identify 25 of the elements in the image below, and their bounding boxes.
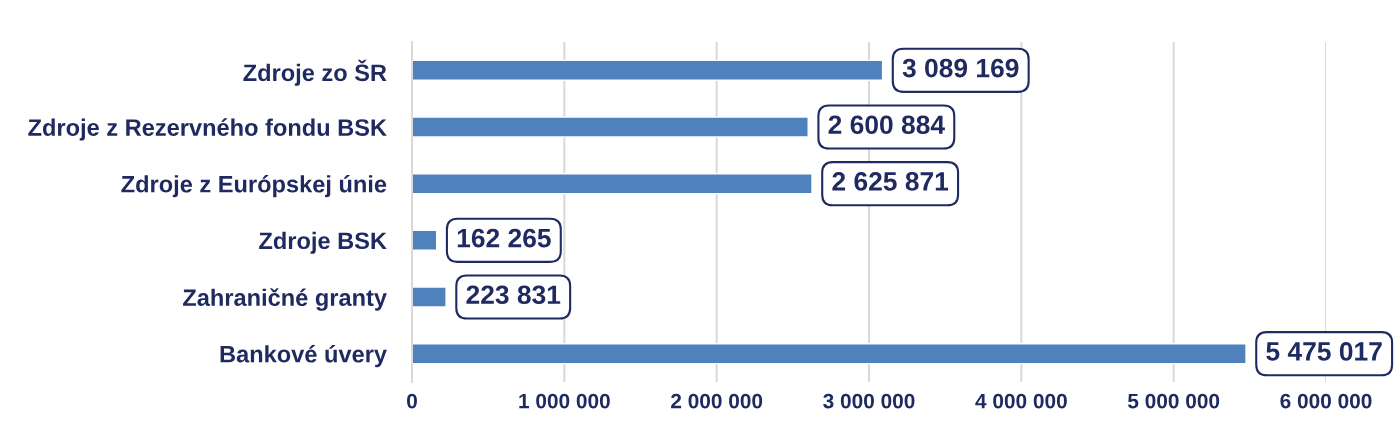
x-tick-label: 0	[407, 393, 417, 409]
bar	[412, 116, 809, 138]
bar	[412, 286, 447, 308]
data-label: 223 831	[466, 285, 561, 305]
data-label: 3 089 169	[902, 58, 1019, 78]
data-label: 162 265	[457, 228, 551, 248]
y-tick-label: Zdroje z Európskej únie	[121, 175, 387, 198]
bar	[412, 173, 813, 195]
data-label: 5 475 017	[1266, 342, 1382, 361]
y-tick-label: Zdroje zo ŠR	[243, 59, 387, 86]
x-tick-label: 2 000 000	[671, 393, 763, 409]
x-tick-label: 1 000 000	[519, 393, 610, 409]
data-label: 2 600 884	[828, 115, 945, 135]
y-tick-label: Bankové úvery	[220, 345, 387, 368]
bar	[412, 59, 884, 81]
y-tick-label: Zahraničné granty	[183, 288, 387, 311]
y-tick-label: Zdroje z Rezervného fondu BSK	[28, 118, 387, 141]
x-tick-label: 6 000 000	[1280, 393, 1372, 409]
x-tick-label: 3 000 000	[823, 393, 915, 409]
x-tick-label: 5 000 000	[1127, 393, 1220, 409]
bar	[412, 229, 438, 251]
x-tick-label: 4 000 000	[975, 393, 1067, 409]
data-label: 2 625 871	[832, 172, 949, 191]
bar	[412, 343, 1247, 365]
y-tick-label: Zdroje BSK	[259, 231, 387, 254]
